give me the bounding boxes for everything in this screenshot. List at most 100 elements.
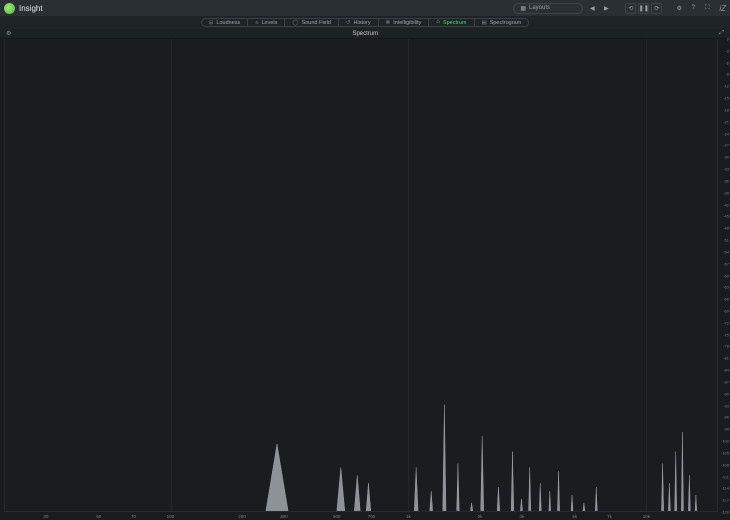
spectrum-peak (549, 491, 551, 511)
y-tick-label: -48 (723, 226, 729, 231)
spectrum-peak (675, 452, 677, 511)
x-tick-label: 30 (43, 514, 48, 519)
spectrum-peak (511, 452, 514, 511)
y-tick-label: -78 (723, 344, 729, 349)
spectrum-xaxis: 3050701002003005007001k2k3k5k7k10k (4, 512, 718, 520)
spectrum-peak (481, 436, 484, 511)
panel-header: ⚙ Spectrum ⤢ (0, 29, 730, 39)
spectrum-peak (497, 487, 500, 511)
x-tick-label: 70 (131, 514, 136, 519)
tab-history[interactable]: ↺History (339, 18, 379, 27)
y-tick-label: -18 (723, 107, 729, 112)
x-tick-label: 300 (280, 514, 288, 519)
y-tick-label: -66 (723, 297, 729, 302)
layouts-dropdown[interactable]: ▦ Layouts (513, 3, 583, 14)
app-title: Insight (19, 4, 43, 13)
spectrum-peak (557, 471, 559, 510)
intelligibility-tab-label: Intelligibility (393, 20, 421, 26)
y-tick-label: -87 (723, 379, 729, 384)
layouts-label: Layouts (529, 5, 550, 11)
y-tick-label: -33 (723, 167, 729, 172)
layouts-icon: ▦ (520, 5, 526, 12)
y-tick-label: -75 (723, 332, 729, 337)
x-tick-label: 1k (406, 514, 411, 519)
tab-intelligibility[interactable]: ❋Intelligibility (379, 18, 430, 27)
spectrum-peak (471, 503, 473, 511)
spectrum-peak (571, 495, 573, 511)
levels-tab-icon: ≡ (255, 20, 258, 26)
y-tick-label: -63 (723, 285, 729, 290)
pause-button[interactable]: ❚❚ (638, 3, 649, 14)
y-tick-label: -24 (723, 131, 729, 136)
history-reset-button[interactable]: ⟲ (625, 3, 636, 14)
spectrogram-tab-icon: ▤ (482, 20, 487, 26)
settings-button[interactable]: ⚙ (674, 3, 684, 13)
y-tick-label: -111 (722, 474, 729, 479)
spectrum-yaxis: 0-3-6-9-12-15-18-21-24-27-30-33-36-39-42… (719, 39, 730, 512)
spectrum-peak (688, 475, 690, 510)
intelligibility-tab-icon: ❋ (386, 20, 391, 26)
y-tick-label: -30 (723, 155, 729, 160)
y-tick-label: -51 (723, 238, 729, 243)
x-tick-label: 200 (238, 514, 246, 519)
x-tick-label: 7k (607, 514, 612, 519)
spectrum-peak (266, 444, 288, 511)
tab-spectrum[interactable]: ⩍Spectrum (429, 18, 474, 27)
levels-tab-label: Levels (261, 20, 277, 26)
y-tick-label: -105 (721, 450, 729, 455)
x-tick-label: 2k (478, 514, 483, 519)
y-tick-label: -12 (723, 84, 729, 89)
spectrum-peaks-svg (5, 39, 717, 511)
loudness-tab-label: Loudness (216, 20, 240, 26)
x-tick-label: 5k (572, 514, 577, 519)
x-tick-label: 100 (167, 514, 175, 519)
y-tick-label: -72 (723, 320, 729, 325)
x-tick-label: 500 (333, 514, 341, 519)
y-tick-label: -69 (723, 308, 729, 313)
history-tab-label: History (354, 20, 371, 26)
spectrum-peak (366, 483, 371, 511)
y-tick-label: -108 (721, 462, 729, 467)
y-tick-label: -99 (723, 427, 729, 432)
x-tick-label: 700 (368, 514, 376, 519)
y-tick-label: -9 (725, 72, 729, 77)
x-tick-label: 50 (96, 514, 101, 519)
y-tick-label: -93 (723, 403, 729, 408)
fullscreen-button[interactable]: ⛶ (702, 3, 712, 13)
y-tick-label: 0 (727, 37, 729, 42)
y-tick-label: -36 (723, 178, 729, 183)
spectrum-panel: ⚙ Spectrum ⤢ 3050701002003005007001k2k3k… (0, 29, 730, 520)
panel-expand-button[interactable]: ⤢ (719, 30, 724, 37)
gridline (171, 39, 172, 511)
y-tick-label: -39 (723, 190, 729, 195)
y-tick-label: -42 (723, 202, 729, 207)
brand-mark-icon: iZ (719, 4, 726, 13)
spectrum-peak (337, 467, 345, 510)
y-tick-label: -27 (723, 143, 729, 148)
y-tick-label: -90 (723, 391, 729, 396)
tab-soundfield[interactable]: ◯Sound Field (285, 18, 339, 27)
app-logo-icon (4, 3, 15, 14)
x-tick-label: 10k (643, 514, 650, 519)
y-tick-label: -84 (723, 368, 729, 373)
y-tick-label: -6 (725, 60, 729, 65)
y-tick-label: -102 (721, 439, 729, 444)
layout-next-button[interactable]: ▶ (601, 3, 611, 13)
y-tick-label: -54 (723, 249, 729, 254)
layout-prev-button[interactable]: ◀ (587, 3, 597, 13)
y-tick-label: -81 (723, 356, 729, 361)
spectrum-peak (695, 495, 697, 511)
spectrum-peak (681, 432, 683, 511)
titlebar: Insight ▦ Layouts ◀ ▶ ⟲ ❚❚ ⟳ ⚙ ? ⛶ iZ (0, 0, 730, 16)
tab-spectrogram[interactable]: ▤Spectrogram (475, 18, 530, 27)
y-tick-label: -120 (721, 510, 729, 515)
refresh-button[interactable]: ⟳ (651, 3, 662, 14)
loudness-tab-icon: ⊟ (209, 20, 214, 26)
tab-levels[interactable]: ≡Levels (248, 18, 285, 27)
spectrum-peak (583, 503, 585, 511)
y-tick-label: -21 (723, 119, 729, 124)
help-button[interactable]: ? (688, 3, 698, 13)
spectrum-chart (4, 39, 718, 512)
tab-loudness[interactable]: ⊟Loudness (201, 18, 248, 27)
spectrum-peak (668, 483, 670, 511)
